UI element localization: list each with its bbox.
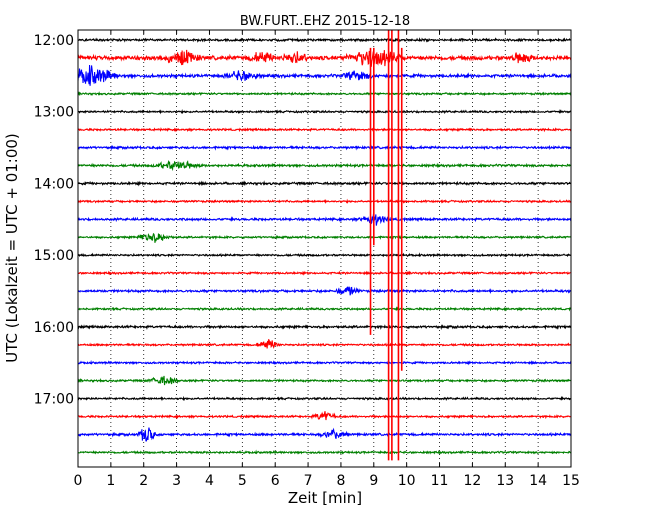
seismogram-trace xyxy=(78,198,571,204)
x-tick-label: 8 xyxy=(336,473,345,489)
seismogram-trace xyxy=(78,427,571,442)
seismogram-trace xyxy=(78,49,571,67)
x-tick-label: 10 xyxy=(398,473,416,489)
seismogram-trace xyxy=(78,213,571,226)
seismogram-trace xyxy=(78,252,571,258)
seismogram-trace xyxy=(78,37,571,43)
seismogram-trace xyxy=(78,232,571,243)
chart-title: BW.FURT..EHZ 2015-12-18 xyxy=(240,14,410,29)
x-tick-label: 6 xyxy=(271,473,280,489)
seismogram-trace xyxy=(78,306,571,312)
x-tick-label: 9 xyxy=(369,473,378,489)
seismogram-trace xyxy=(78,127,571,133)
x-tick-label: 1 xyxy=(106,473,115,489)
y-tick-label: 15:00 xyxy=(34,248,74,264)
x-tick-label: 2 xyxy=(139,473,148,489)
plot-frame xyxy=(77,29,572,468)
x-tick-label: 15 xyxy=(562,473,580,489)
y-axis-label: UTC (Lokalzeit = UTC + 01:00) xyxy=(3,133,21,363)
seismogram-trace xyxy=(78,270,571,276)
x-axis-ticks: 0 1 2 3 4 5 6 7 8 9 10 11 12 13 14 15 xyxy=(74,30,580,489)
x-tick-label: 14 xyxy=(529,473,547,489)
seismogram-trace xyxy=(78,324,571,331)
y-tick-label: 14:00 xyxy=(34,176,74,192)
seismogram-trace xyxy=(78,359,571,366)
x-tick-label: 3 xyxy=(172,473,181,489)
y-tick-label: 12:00 xyxy=(34,33,74,49)
x-tick-label: 13 xyxy=(496,473,514,489)
seismogram-traces xyxy=(78,37,571,455)
x-tick-label: 4 xyxy=(205,473,214,489)
y-tick-label: 13:00 xyxy=(34,105,74,121)
y-tick-label: 17:00 xyxy=(34,392,74,408)
seismogram-trace xyxy=(78,286,571,296)
seismogram-trace xyxy=(78,180,571,187)
x-axis-label: Zeit [min] xyxy=(288,489,362,507)
seismogram-trace xyxy=(78,375,571,386)
x-tick-label: 5 xyxy=(238,473,247,489)
grid-lines xyxy=(110,30,539,467)
seismogram-trace xyxy=(78,338,571,349)
seismogram-trace xyxy=(78,449,571,455)
x-tick-label: 12 xyxy=(463,473,481,489)
y-axis-ticks: 12:00 13:00 14:00 15:00 16:00 17:00 xyxy=(34,33,571,408)
seismogram-trace xyxy=(78,144,571,151)
seismogram-trace xyxy=(78,411,571,421)
seismogram-trace xyxy=(78,91,571,97)
seismogram-trace xyxy=(78,395,571,402)
x-tick-label: 7 xyxy=(304,473,313,489)
event-spikes xyxy=(369,30,403,461)
seismogram-trace xyxy=(78,65,571,86)
x-tick-label: 0 xyxy=(74,473,83,489)
x-tick-label: 11 xyxy=(431,473,449,489)
seismogram-trace xyxy=(78,108,571,115)
y-tick-label: 16:00 xyxy=(34,320,74,336)
seismogram-trace xyxy=(78,159,571,172)
